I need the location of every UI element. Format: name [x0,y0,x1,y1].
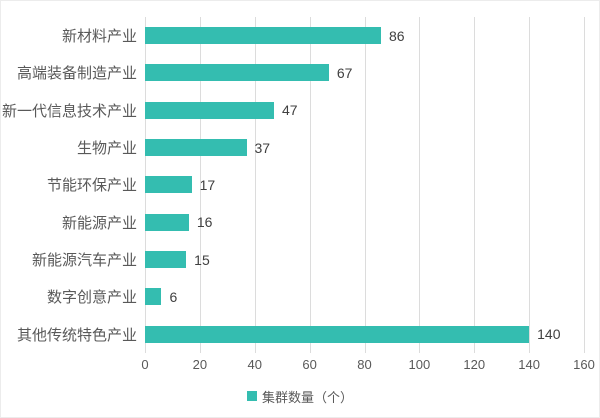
value-label: 47 [281,102,298,119]
value-label: 17 [199,176,216,193]
value-label: 37 [254,139,271,156]
bar [145,288,162,306]
x-tick-label: 140 [518,357,540,372]
bar-row: 15 [145,241,584,278]
gridline [254,17,256,353]
value-label: 15 [194,251,210,268]
category-label: 新能源汽车产业 [31,253,137,270]
x-tick-label: 0 [141,357,149,372]
bar [145,251,187,269]
gridline [474,17,476,353]
gridline [309,17,311,353]
bar-row: 140 [145,316,584,353]
x-tick-label: 80 [357,357,372,372]
bar [145,139,247,157]
bar-row: 67 [145,54,584,91]
category-label: 新能源产业 [61,215,137,232]
plot-area: 86 67 47 37 17 16 15 6 140 [145,17,585,353]
value-label: 86 [388,27,405,44]
category-label: 节能环保产业 [46,178,137,195]
category-label: 数字创意产业 [46,290,137,307]
category-label: 新材料产业 [61,29,137,46]
legend: 集群数量（个） [1,387,599,405]
gridline [584,17,585,353]
category-label: 其他传统特色产业 [16,327,137,344]
x-tick-label: 100 [408,357,431,372]
bar-row: 37 [145,129,584,166]
category-label: 生物产业 [76,141,137,158]
x-tick-label: 160 [573,357,595,372]
legend-swatch-icon [246,391,257,401]
category-label: 新一代信息技术产业 [1,103,137,120]
category-axis: 新材料产业高端装备制造产业新一代信息技术产业生物产业节能环保产业新能源产业新能源… [1,17,137,353]
value-label: 16 [196,214,213,231]
gridline [199,17,201,353]
legend-label: 集群数量（个） [261,389,353,405]
x-tick-label: 60 [302,357,317,372]
bar-row: 16 [145,204,584,241]
x-tick-label: 40 [247,357,262,372]
bar [145,176,192,194]
value-label: 140 [537,326,561,343]
bar-row: 17 [145,166,584,203]
bar [145,101,274,119]
bar-row: 47 [145,92,584,129]
bar [145,64,329,82]
gridline [529,17,531,353]
x-tick-label: 20 [192,357,208,372]
bar [145,213,189,231]
bar [145,325,530,343]
bar-row: 6 [145,278,584,315]
value-label: 67 [336,64,353,81]
x-tick-label: 120 [463,357,486,372]
gridline [419,17,421,353]
category-label: 高端装备制造产业 [16,66,137,83]
bar [145,27,381,45]
value-label: 6 [169,288,178,305]
x-axis: 0 20 40 60 80 100 120 140 160 [141,357,594,374]
bar-row: 86 [145,17,584,54]
gridline [364,17,366,353]
